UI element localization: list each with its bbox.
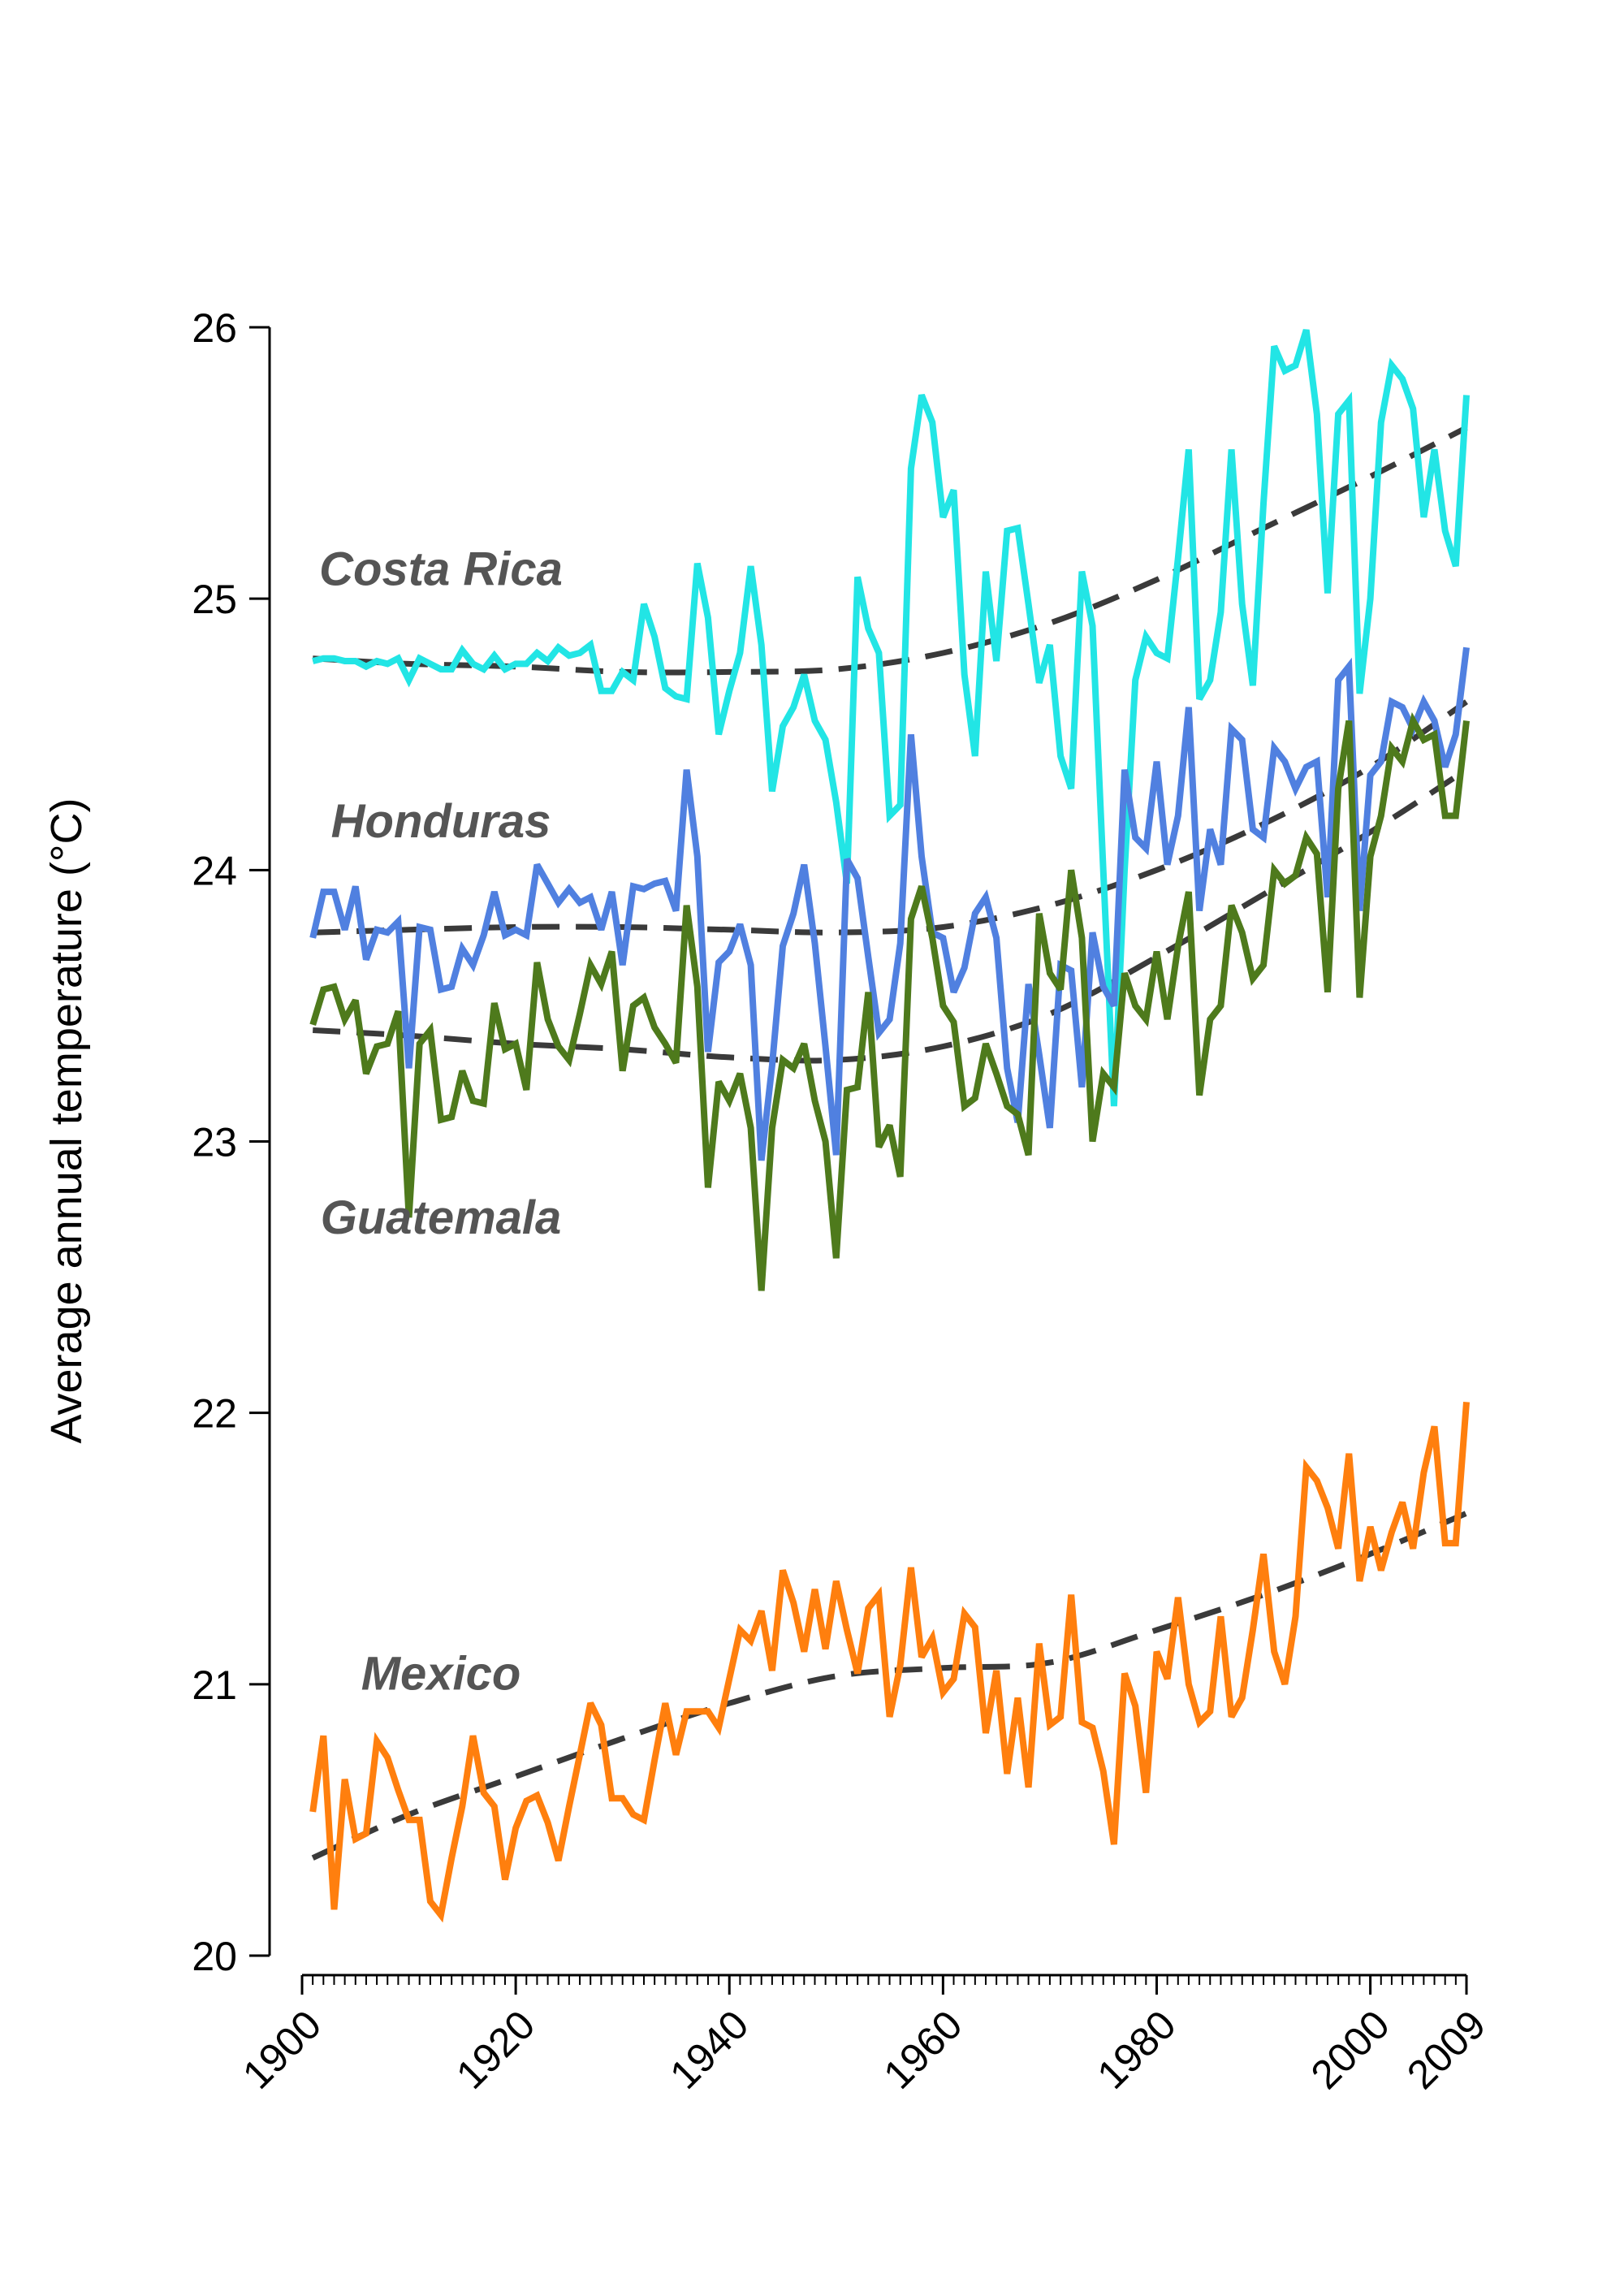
y-tick-label: 20 (192, 1934, 237, 1979)
x-tick-label: 1960 (875, 2002, 970, 2098)
x-tick-label: 2009 (1398, 2002, 1494, 2098)
country-label-honduras: Honduras (331, 795, 551, 848)
series-line-honduras (309, 646, 1470, 1161)
country-labels: Costa Rica Honduras Guatemala Mexico (319, 543, 563, 1700)
y-tick-label: 22 (192, 1391, 237, 1437)
y-tick-label: 24 (192, 848, 237, 893)
x-tick-label: 1920 (447, 2002, 543, 2098)
country-label-costa-rica: Costa Rica (319, 543, 563, 595)
x-tick-label: 2000 (1302, 2002, 1398, 2098)
x-tick-label: 1900 (234, 2002, 330, 2098)
country-label-mexico: Mexico (361, 1648, 521, 1701)
series-line-costa-rica (312, 329, 1470, 1107)
x-tick-label: 1940 (661, 2002, 757, 2098)
series-line-guatemala (309, 711, 1470, 1291)
country-label-guatemala: Guatemala (321, 1191, 562, 1244)
y-tick-label: 26 (192, 305, 237, 351)
y-axis-label: Average annual temperature (°C) (42, 798, 91, 1443)
y-tick-label: 21 (192, 1662, 237, 1708)
x-tick-label: 1980 (1089, 2002, 1185, 2098)
series-line-mexico (309, 1401, 1470, 1923)
data-series (309, 329, 1470, 1923)
y-tick-label: 23 (192, 1120, 237, 1165)
y-tick-label: 25 (192, 577, 237, 622)
